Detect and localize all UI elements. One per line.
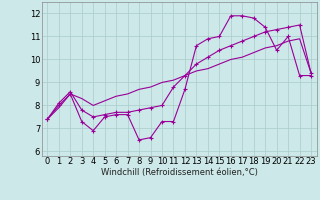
X-axis label: Windchill (Refroidissement éolien,°C): Windchill (Refroidissement éolien,°C) bbox=[101, 168, 258, 177]
